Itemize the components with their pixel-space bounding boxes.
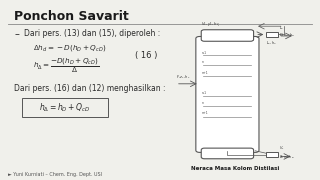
- Text: $\Delta h_d = -D(h_D + Q_{cD})$: $\Delta h_d = -D(h_D + Q_{cD})$: [33, 43, 107, 53]
- Text: n-1: n-1: [202, 51, 207, 55]
- Text: n-1: n-1: [202, 91, 207, 95]
- Text: $h_\Delta = h_D + Q_{cD}$: $h_\Delta = h_D + Q_{cD}$: [39, 101, 91, 114]
- Bar: [266, 152, 278, 157]
- Text: Neraca Masa Kolom Distilasi: Neraca Masa Kolom Distilasi: [191, 166, 280, 171]
- Text: ► Yuni Kurniati – Chem. Eng. Dept. USI: ► Yuni Kurniati – Chem. Eng. Dept. USI: [8, 172, 102, 177]
- Text: ( 16 ): ( 16 ): [135, 51, 157, 60]
- Text: n: n: [202, 101, 204, 105]
- Text: Dari pers. (16) dan (12) menghasilkan :: Dari pers. (16) dan (12) menghasilkan :: [14, 84, 165, 93]
- Text: $h_\Delta = \dfrac{-D(h_D + Q_{cD})}{\Delta}$: $h_\Delta = \dfrac{-D(h_D + Q_{cD})}{\De…: [33, 56, 100, 75]
- Text: $D, x_D, h_D$: $D, x_D, h_D$: [279, 31, 295, 39]
- Text: $L_0, h_0$: $L_0, h_0$: [266, 39, 276, 47]
- Bar: [266, 32, 278, 37]
- Text: –: –: [14, 29, 19, 39]
- FancyBboxPatch shape: [196, 37, 259, 152]
- Text: Dari pers. (13) dan (15), diperoleh :: Dari pers. (13) dan (15), diperoleh :: [24, 29, 160, 38]
- FancyBboxPatch shape: [201, 30, 253, 41]
- Text: n: n: [202, 60, 204, 64]
- Text: n+1: n+1: [202, 111, 208, 115]
- Text: $V_s$: $V_s$: [279, 145, 284, 152]
- Text: $F, z_F, h_F$: $F, z_F, h_F$: [176, 73, 190, 81]
- FancyBboxPatch shape: [201, 148, 253, 159]
- Text: n+1: n+1: [202, 71, 208, 75]
- Text: $V_1, y_1, h_{v_1}$: $V_1, y_1, h_{v_1}$: [201, 21, 221, 28]
- Text: $L_0$: $L_0$: [279, 24, 284, 32]
- Text: Ponchon Savarit: Ponchon Savarit: [14, 10, 129, 23]
- FancyBboxPatch shape: [22, 98, 108, 117]
- Text: $B, x_B, h_B$: $B, x_B, h_B$: [279, 153, 294, 161]
